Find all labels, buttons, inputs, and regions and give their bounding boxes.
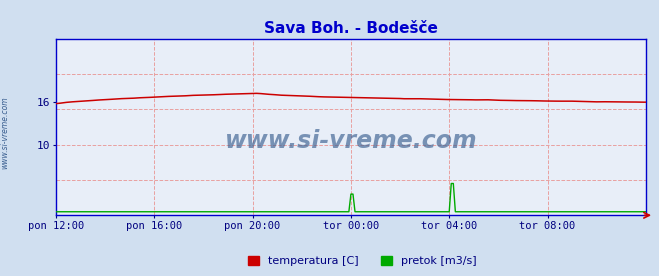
Legend: temperatura [C], pretok [m3/s]: temperatura [C], pretok [m3/s] — [244, 251, 481, 270]
Title: Sava Boh. - Bodešče: Sava Boh. - Bodešče — [264, 21, 438, 36]
Text: www.si-vreme.com: www.si-vreme.com — [1, 96, 10, 169]
Text: www.si-vreme.com: www.si-vreme.com — [225, 129, 477, 153]
